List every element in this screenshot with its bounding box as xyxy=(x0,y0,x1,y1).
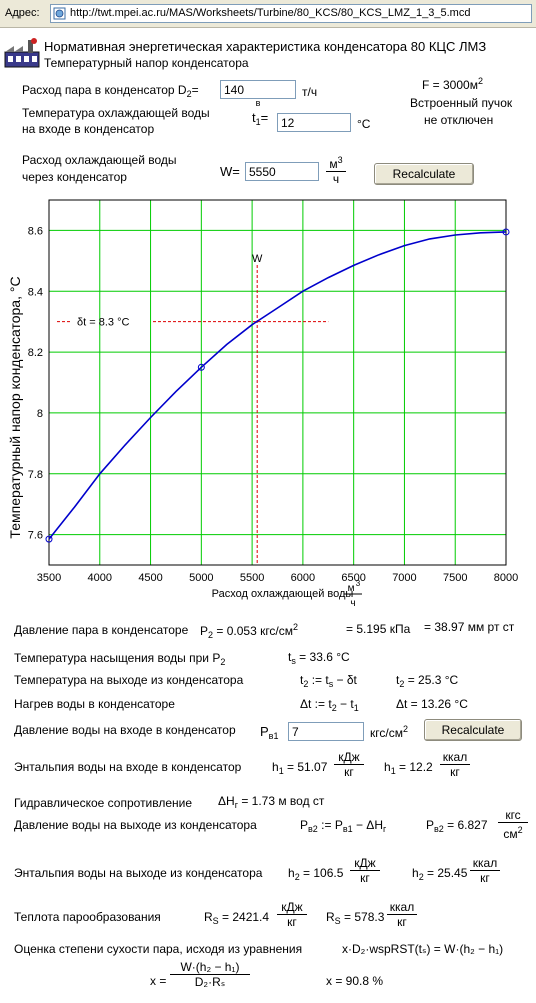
water-temp-label-2: на входе в конденсатор xyxy=(22,122,155,136)
water-temp-input[interactable] xyxy=(277,113,351,132)
pressure-value: P2 = 0.053 кгс/см2 xyxy=(200,622,299,640)
dryness-equation: x·D₂·wspRST(tₛ) = W·(h₂ − h₁) xyxy=(342,942,504,956)
x-tick-label: 6500 xyxy=(341,572,365,584)
outlet-pressure-value: Pв2 = 6.827 xyxy=(426,818,488,834)
vaporization-unit-kj: кДж кг xyxy=(277,900,307,929)
area-info: F = 3000м2 xyxy=(422,76,483,92)
x-tick-label: 5500 xyxy=(240,572,264,584)
enthalpy1-label: Энтальпия воды на входе в конденсатор xyxy=(14,760,242,774)
series-marker xyxy=(45,535,53,543)
outlet-pressure-unit: кгс см2 xyxy=(498,808,528,841)
outlet-temp-value: t2 = 25.3 °C xyxy=(396,673,459,689)
enthalpy1-value-kj: h1 = 51.07 xyxy=(272,760,328,776)
water-flow-unit: м3 ч xyxy=(326,153,346,186)
address-bar: Адрес: http://twt.mpei.ac.ru/MAS/Workshe… xyxy=(0,0,536,28)
heating-value: Δt = 13.26 °C xyxy=(396,697,468,711)
x-axis-label: Расход охлаждающей воды xyxy=(212,588,354,600)
x-tick-label: 8000 xyxy=(494,572,518,584)
recalculate-pressure-button[interactable]: Recalculate xyxy=(424,719,522,741)
enthalpy1-value-kcal: h1 = 12.2 xyxy=(384,760,433,776)
heating-formula: Δt := t2 − t1 xyxy=(300,697,359,713)
dryness-x-label: x = xyxy=(150,974,167,988)
y-tick-label: 7.8 xyxy=(28,469,43,481)
info-line-2: Встроенный пучок xyxy=(410,96,513,110)
y-tick-label: 8.2 xyxy=(28,347,43,359)
hydraulic-label: Гидравлическое сопротивление xyxy=(14,796,193,810)
steam-flow-label: Расход пара в конденсатор D2= xyxy=(22,83,199,99)
water-flow-label-2: через конденсатор xyxy=(22,170,127,184)
info-line-3: не отключен xyxy=(424,113,494,127)
temperature-head-chart: 3500 4000 4500 5000 5500 6000 6500 7000 7500 8000… xyxy=(7,199,518,609)
x-tick-label: 7000 xyxy=(392,572,416,584)
dryness-label: Оценка степени сухости пара, исходя из у… xyxy=(14,942,303,956)
enthalpy2-value-kj: h2 = 106.5 xyxy=(288,866,344,882)
water-flow-symbol: W= xyxy=(220,164,240,179)
steam-flow-input[interactable] xyxy=(220,80,296,99)
enthalpy2-value-kcal: h2 = 25.45 xyxy=(412,866,468,882)
x-tick-label: 3500 xyxy=(37,572,61,584)
hydraulic-value: ΔHг = 1.73 м вод ст xyxy=(218,794,325,810)
page-title: Нормативная энергетическая характеристик… xyxy=(44,39,487,54)
inlet-pressure-input[interactable] xyxy=(288,722,364,741)
inlet-pressure-unit: кгс/см2 xyxy=(370,724,408,740)
pressure-mm: = 38.97 мм рт ст xyxy=(424,620,515,634)
y-axis-label: Температурный напор конденсатора, °C xyxy=(7,276,23,538)
heating-label: Нагрев воды в конденсаторе xyxy=(14,697,175,711)
address-url: http://twt.mpei.ac.ru/MAS/Worksheets/Tur… xyxy=(70,7,471,19)
outlet-temp-label: Температура на выходе из конденсатора xyxy=(14,673,244,687)
address-input[interactable]: http://twt.mpei.ac.ru/MAS/Worksheets/Tur… xyxy=(50,4,532,23)
y-tick-label: 8.6 xyxy=(28,225,43,237)
vaporization-value-kcal: RS = 578.3 xyxy=(326,910,385,926)
water-flow-input[interactable] xyxy=(245,162,319,181)
saturation-value: ts = 33.6 °C xyxy=(288,650,350,666)
outlet-temp-formula: t2 := ts − δt xyxy=(300,673,357,689)
y-tick-label: 8.4 xyxy=(28,286,43,298)
enthalpy1-unit-kj: кДж кг xyxy=(334,750,364,779)
series-marker xyxy=(502,228,510,236)
x-tick-label: 5000 xyxy=(189,572,213,584)
outlet-pressure-formula: Pв2 := Pв1 − ΔHг xyxy=(300,818,387,834)
steam-flow-unit: т/ч xyxy=(302,85,318,99)
vaporization-value-kj: RS = 2421.4 xyxy=(204,910,270,926)
reference-vline-label: W xyxy=(252,253,263,265)
vaporization-label: Теплота парообразования xyxy=(14,910,161,924)
series-line xyxy=(48,231,507,540)
series-marker xyxy=(197,363,205,371)
pressure-label: Давление пара в конденсаторе xyxy=(14,623,189,637)
inlet-pressure-label: Давление воды на входе в конденсатор xyxy=(14,723,236,737)
saturation-label: Температура насыщения воды при P2 xyxy=(14,651,226,667)
enthalpy2-label: Энтальпия воды на выходе из конденсатора xyxy=(14,866,263,880)
page-subtitle: Температурный напор конденсатора xyxy=(44,56,249,70)
x-axis-unit-sup: 3 xyxy=(356,579,361,588)
outlet-pressure-label: Давление воды на выходе из конденсатора xyxy=(14,818,257,832)
plot-frame xyxy=(48,199,507,566)
recalculate-button[interactable]: Recalculate xyxy=(374,163,474,185)
x-tick-label: 4500 xyxy=(138,572,162,584)
y-tick-label: 8 xyxy=(37,408,43,420)
address-label: Адрес: xyxy=(5,7,40,19)
water-flow-label-1: Расход охлаждающей воды xyxy=(22,153,177,167)
enthalpy1-unit-kcal: ккал кг xyxy=(440,750,470,779)
enthalpy2-unit-kcal: ккал кг xyxy=(470,856,500,885)
water-temp-symbol: t в 1= xyxy=(252,98,269,127)
page-icon xyxy=(53,7,66,20)
y-tick-label: 7.6 xyxy=(28,530,43,542)
enthalpy2-unit-kj: кДж кг xyxy=(350,856,380,885)
x-axis-unit-num: м xyxy=(348,583,355,594)
pressure-kpa: = 5.195 кПа xyxy=(346,622,411,636)
reference-hline-label: δt = 8.3 °C xyxy=(77,317,129,329)
vaporization-unit-kcal: ккал кг xyxy=(387,900,417,929)
water-temp-unit: °C xyxy=(357,117,371,131)
dryness-fraction: W·(h₂ − h₁) D₂·Rₛ xyxy=(170,960,250,989)
water-temp-label-1: Температура охлаждающей воды xyxy=(22,106,210,120)
x-tick-label: 6000 xyxy=(291,572,315,584)
inlet-pressure-symbol: Pв1 xyxy=(260,724,279,741)
x-axis-unit-den: ч xyxy=(350,598,355,609)
x-tick-label: 4000 xyxy=(88,572,112,584)
x-tick-label: 7500 xyxy=(443,572,467,584)
factory-logo-icon xyxy=(4,38,40,68)
dryness-result: x = 90.8 % xyxy=(326,974,384,988)
